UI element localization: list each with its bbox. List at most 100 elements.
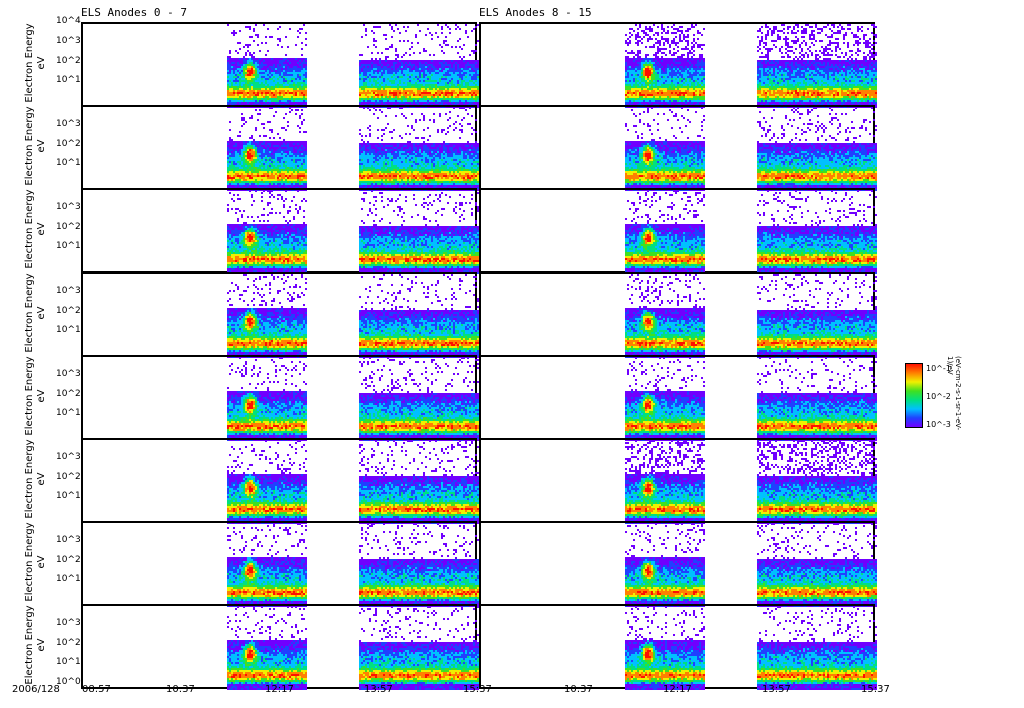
spectrogram-panel: [81, 604, 479, 690]
spectrogram-image: [481, 606, 877, 690]
spectrogram-image: [481, 274, 877, 358]
y-tick-label: 10^3: [56, 451, 81, 462]
y-tick-label: 10^1: [56, 75, 81, 86]
spectrogram-panel: [81, 272, 479, 358]
y-tick-label: 10^1: [56, 241, 81, 252]
y-tick-label: 10^1: [56, 158, 81, 169]
colorbar: [905, 363, 923, 428]
ylabel: Electron Energy: [24, 23, 35, 103]
spectrogram-panel: [81, 188, 479, 274]
spectrogram-image: [481, 357, 877, 441]
spectrogram-image: [481, 107, 877, 191]
spectrogram-image: [83, 523, 479, 607]
spectrogram-image: [83, 274, 479, 358]
y-tick-label: 10^1: [56, 574, 81, 585]
y-tick-label: 10^3: [56, 118, 81, 129]
spectrogram-image: [83, 24, 479, 108]
spectrogram-panel: [479, 438, 877, 524]
y-tick-label: 10^1: [56, 491, 81, 502]
ylabel: Electron Energy: [24, 273, 35, 353]
y-axis-label: Electron Energy eV: [24, 439, 50, 519]
spectrogram-panel: [81, 22, 479, 108]
x-tick-label: 08:57: [82, 684, 111, 695]
x-tick-label: 15:37: [861, 684, 890, 695]
left-column-title: ELS Anodes 0 - 7: [81, 6, 187, 19]
y-tick-label: 10^1: [56, 408, 81, 419]
yunit: eV: [36, 638, 47, 652]
y-tick-label: 10^0: [56, 677, 81, 688]
ylabel: Electron Energy: [24, 189, 35, 269]
y-tick-label: 10^3: [56, 35, 81, 46]
y-tick-label: 10^3: [56, 201, 81, 212]
ylabel: Electron Energy: [24, 356, 35, 436]
ylabel: Electron Energy: [24, 439, 35, 519]
spectrogram-image: [481, 24, 877, 108]
spectrogram-panel: [81, 438, 479, 524]
y-tick-label: 10^3: [56, 285, 81, 296]
yunit: eV: [36, 306, 47, 320]
yunit: eV: [36, 139, 47, 153]
y-tick-label: 10^2: [56, 138, 81, 149]
y-tick-label: 10^3: [56, 368, 81, 379]
spectrogram-panel: [479, 272, 877, 358]
y-axis-label: Electron Energy eV: [24, 356, 50, 436]
y-tick-label: 10^2: [56, 305, 81, 316]
colorbar-tick: 10^-2: [926, 392, 951, 401]
spectrogram-panel: [479, 188, 877, 274]
spectrogram-image: [481, 523, 877, 607]
x-tick-label: 10:37: [564, 684, 593, 695]
spectrogram-panel: [479, 22, 877, 108]
ylabel: Electron Energy: [24, 605, 35, 685]
spectrogram-panel: [81, 355, 479, 441]
colorbar-tick: 10^-1: [926, 364, 951, 373]
spectrogram-panel: [479, 105, 877, 191]
date-label: 2006/128: [12, 684, 60, 695]
spectrogram-image: [481, 440, 877, 524]
y-axis-label: Electron Energy eV: [24, 605, 50, 685]
right-column-title: ELS Anodes 8 - 15: [479, 6, 592, 19]
y-tick-label: 10^3: [56, 534, 81, 545]
ylabel: Electron Energy: [24, 106, 35, 186]
y-tick-label: 10^2: [56, 471, 81, 482]
yunit: eV: [36, 472, 47, 486]
x-tick-label: 13:57: [762, 684, 791, 695]
x-tick-label: 10:37: [166, 684, 195, 695]
y-tick-label: 10^1: [56, 325, 81, 336]
x-tick-label: 13:57: [364, 684, 393, 695]
ylabel: Electron Energy: [24, 522, 35, 602]
y-axis-label: Electron Energy eV: [24, 23, 50, 103]
spectrogram-image: [83, 357, 479, 441]
y-tick-label: 10^1: [56, 657, 81, 668]
y-axis-label: Electron Energy eV: [24, 189, 50, 269]
y-axis-label: Electron Energy eV: [24, 273, 50, 353]
spectrogram-panel: [479, 521, 877, 607]
x-tick-label: 12:17: [265, 684, 294, 695]
yunit: eV: [36, 555, 47, 569]
x-tick-label: 12:17: [663, 684, 692, 695]
y-tick-label: 10^3: [56, 617, 81, 628]
spectrogram-panel: [81, 105, 479, 191]
colorbar-tick: 10^-3: [926, 420, 951, 429]
spectrogram-image: [83, 190, 479, 274]
y-tick-label: 10^2: [56, 554, 81, 565]
spectrogram-image: [83, 440, 479, 524]
yunit: eV: [36, 389, 47, 403]
spectrogram-image: [481, 190, 877, 274]
y-tick-label: 10^2: [56, 388, 81, 399]
yunit: eV: [36, 222, 47, 236]
y-tick-label: 10^2: [56, 637, 81, 648]
spectrogram-panel: [479, 355, 877, 441]
y-axis-label: Electron Energy eV: [24, 522, 50, 602]
y-tick-label: 10^2: [56, 55, 81, 66]
spectrogram-panel: [479, 604, 877, 690]
y-tick-label: 10^4: [56, 16, 81, 26]
colorbar-label: (eV-cm-2-s-1-sr-1-eV-1)/eV: [946, 356, 962, 431]
y-axis-label: Electron Energy eV: [24, 106, 50, 186]
spectrogram-image: [83, 107, 479, 191]
spectrogram-image: [83, 606, 479, 690]
spectrogram-panel: [81, 521, 479, 607]
x-tick-label: 15:37: [463, 684, 492, 695]
yunit: eV: [36, 56, 47, 70]
y-tick-label: 10^2: [56, 221, 81, 232]
